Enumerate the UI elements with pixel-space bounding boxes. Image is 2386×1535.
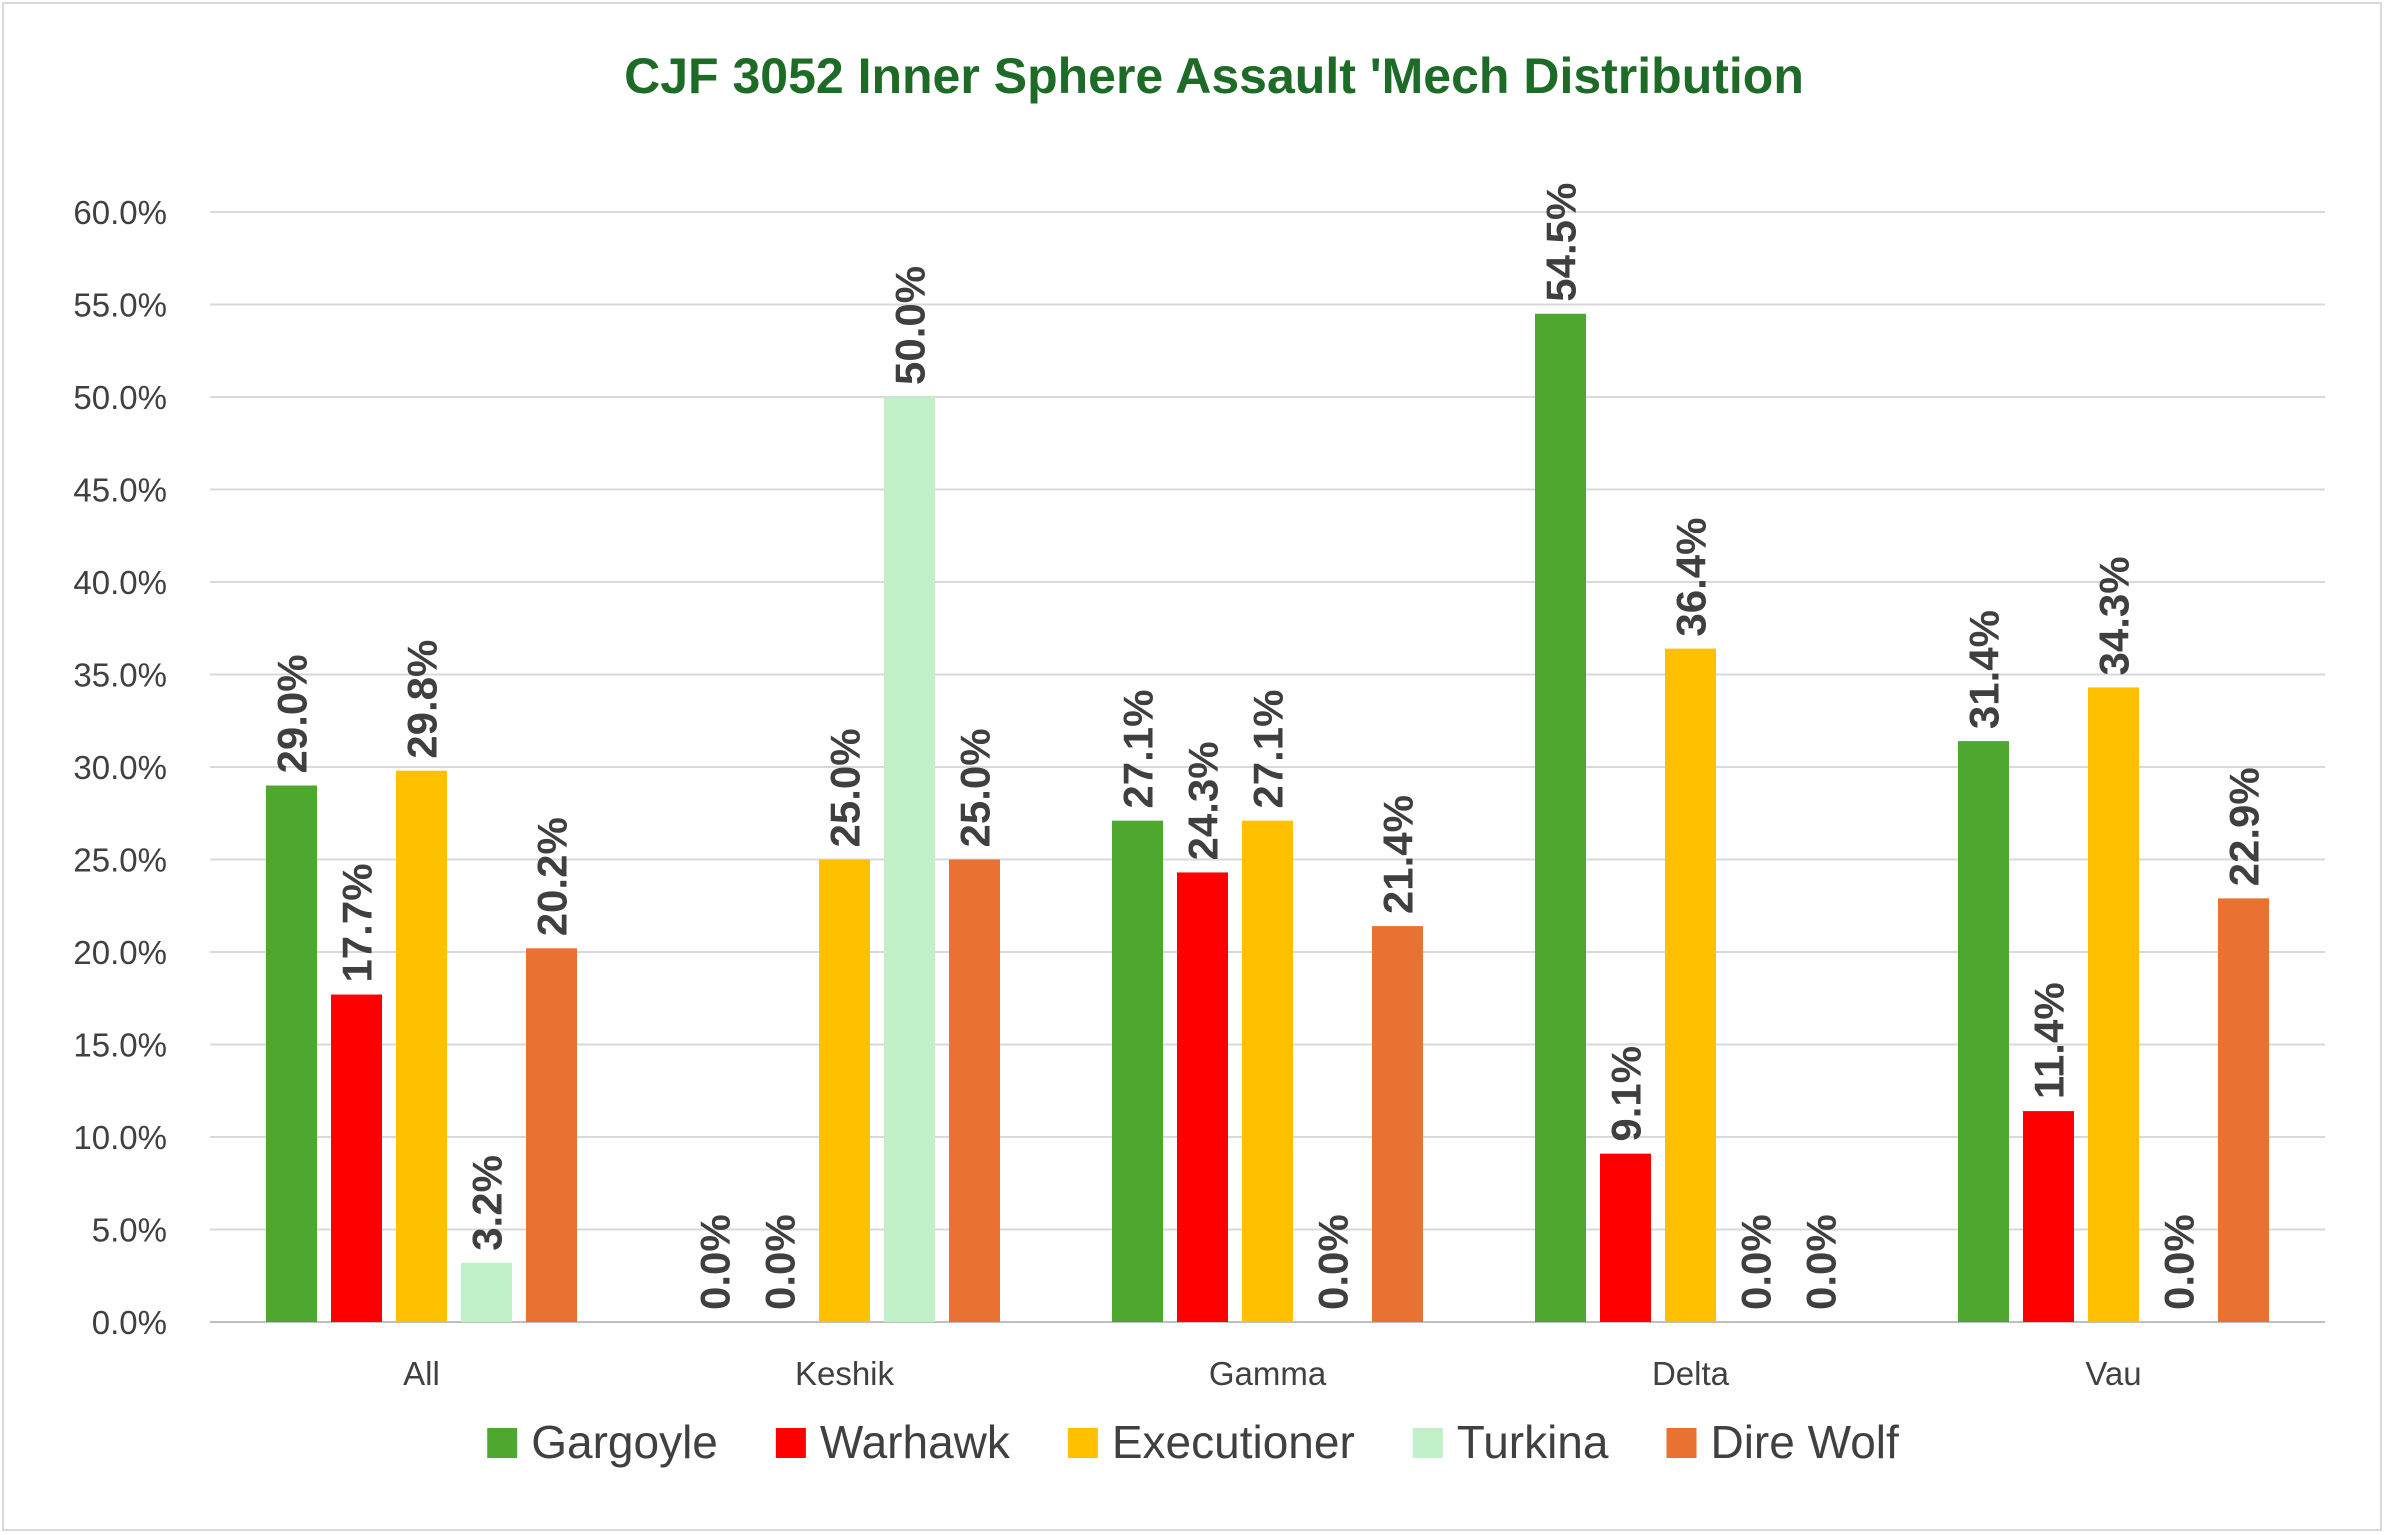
bar bbox=[1177, 872, 1228, 1322]
data-label: 29.0% bbox=[269, 654, 316, 773]
data-label: 9.1% bbox=[1603, 1046, 1650, 1142]
y-tick-label: 5.0% bbox=[92, 1212, 167, 1249]
bar bbox=[526, 948, 577, 1322]
y-tick-label: 40.0% bbox=[73, 564, 167, 601]
data-label: 0.0% bbox=[692, 1214, 739, 1310]
data-label: 50.0% bbox=[887, 266, 934, 385]
bar bbox=[949, 859, 1000, 1322]
x-tick-label: Gamma bbox=[1209, 1355, 1327, 1392]
bar bbox=[461, 1262, 512, 1322]
y-axis: 0.0% 5.0% 10.0% 15.0% 20.0% 25.0% 30.0% 35.0% 40… bbox=[73, 194, 167, 1341]
x-tick-label: Keshik bbox=[795, 1355, 895, 1392]
data-label: 11.4% bbox=[2026, 982, 2073, 1099]
y-tick-label: 10.0% bbox=[73, 1119, 167, 1156]
data-label: 21.4% bbox=[1375, 795, 1422, 914]
bar bbox=[266, 785, 317, 1322]
data-labels: 29.0% 17.7% 29.8% 3.2% 20.2% 0.0% 0.0% 25.0% 50.… bbox=[269, 183, 2268, 1310]
bar bbox=[1112, 820, 1163, 1322]
bar bbox=[2088, 687, 2139, 1322]
legend-label: Executioner bbox=[1112, 1416, 1355, 1468]
legend-item: Executioner bbox=[1067, 1416, 1355, 1468]
bar bbox=[1535, 313, 1586, 1322]
y-tick-label: 30.0% bbox=[73, 749, 167, 786]
x-tick-label: Delta bbox=[1652, 1355, 1730, 1392]
y-tick-label: 20.0% bbox=[73, 934, 167, 971]
legend-swatch bbox=[487, 1428, 518, 1458]
legend: Gargoyle Warhawk Executioner Turkina Dire Wo… bbox=[487, 1416, 1899, 1468]
bar bbox=[1665, 648, 1716, 1322]
legend-item: Turkina bbox=[1412, 1416, 1609, 1468]
data-label: 24.3% bbox=[1180, 741, 1227, 860]
y-tick-label: 25.0% bbox=[73, 842, 167, 879]
data-label: 17.7% bbox=[334, 863, 381, 982]
bar bbox=[884, 397, 935, 1322]
data-label: 22.9% bbox=[2221, 767, 2268, 886]
data-label: 0.0% bbox=[1310, 1214, 1357, 1310]
data-label: 0.0% bbox=[1798, 1214, 1845, 1310]
data-label: 0.0% bbox=[2156, 1214, 2203, 1310]
legend-label: Dire Wolf bbox=[1710, 1416, 1899, 1468]
bar bbox=[2023, 1111, 2074, 1322]
data-label: 3.2% bbox=[464, 1155, 511, 1251]
bar bbox=[1600, 1153, 1651, 1322]
bar bbox=[1372, 926, 1423, 1322]
legend-item: Gargoyle bbox=[487, 1416, 718, 1468]
legend-label: Gargoyle bbox=[531, 1416, 718, 1468]
data-label: 29.8% bbox=[399, 640, 446, 759]
legend-swatch bbox=[1412, 1428, 1443, 1458]
bar bbox=[819, 859, 870, 1322]
bars bbox=[266, 313, 2269, 1322]
data-label: 34.3% bbox=[2091, 556, 2138, 675]
bar bbox=[1242, 820, 1293, 1322]
legend-swatch bbox=[1067, 1428, 1098, 1458]
data-label: 25.0% bbox=[952, 728, 999, 847]
y-tick-label: 0.0% bbox=[92, 1304, 167, 1341]
y-tick-label: 45.0% bbox=[73, 472, 167, 509]
legend-item: Warhawk bbox=[775, 1416, 1011, 1468]
y-tick-label: 60.0% bbox=[73, 194, 167, 231]
legend-item: Dire Wolf bbox=[1666, 1416, 1899, 1468]
data-label: 25.0% bbox=[822, 728, 869, 847]
bar bbox=[2218, 898, 2269, 1322]
data-label: 31.4% bbox=[1961, 610, 2008, 729]
data-label: 0.0% bbox=[757, 1214, 804, 1310]
bar bbox=[331, 994, 382, 1322]
y-tick-label: 50.0% bbox=[73, 379, 167, 416]
x-axis: All Keshik Gamma Delta Vau bbox=[403, 1355, 2141, 1392]
legend-label: Warhawk bbox=[820, 1416, 1011, 1468]
y-tick-label: 15.0% bbox=[73, 1027, 167, 1064]
data-label: 36.4% bbox=[1668, 518, 1715, 637]
data-label: 20.2% bbox=[529, 817, 576, 936]
bar bbox=[396, 770, 447, 1322]
data-label: 54.5% bbox=[1538, 183, 1585, 302]
chart-title: CJF 3052 Inner Sphere Assault 'Mech Dist… bbox=[624, 48, 1804, 104]
data-label: 27.1% bbox=[1115, 690, 1162, 809]
legend-swatch bbox=[1666, 1428, 1697, 1458]
y-tick-label: 55.0% bbox=[73, 287, 167, 324]
x-tick-label: All bbox=[403, 1355, 440, 1392]
legend-label: Turkina bbox=[1457, 1416, 1609, 1468]
data-label: 27.1% bbox=[1245, 690, 1292, 809]
bar bbox=[1958, 741, 2009, 1322]
legend-swatch bbox=[775, 1428, 806, 1458]
data-label: 0.0% bbox=[1733, 1214, 1780, 1310]
x-tick-label: Vau bbox=[2085, 1355, 2141, 1392]
y-tick-label: 35.0% bbox=[73, 657, 167, 694]
